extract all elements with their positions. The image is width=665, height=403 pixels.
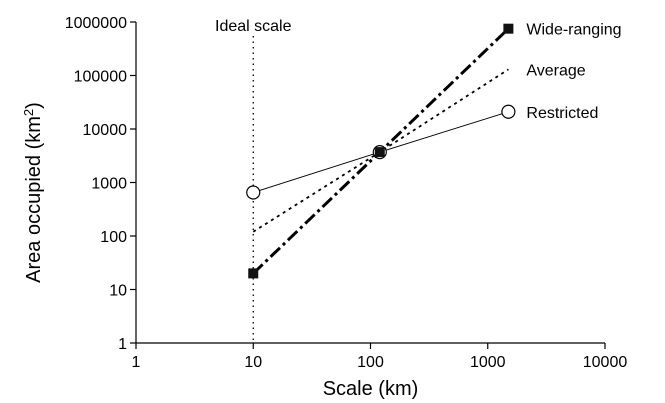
ticks: 1 10 100 1000 10000 1 10 100 1000 10000 100000 1000…	[65, 15, 628, 371]
series-label-wide-ranging: Wide-ranging	[526, 22, 621, 39]
y-tick-label: 1000000	[65, 15, 127, 32]
ideal-scale-label: Ideal scale	[215, 18, 292, 35]
y-tick-label: 1000	[91, 176, 127, 193]
y-axis-title-superscript: 2	[21, 109, 36, 116]
wide-ranging-point	[503, 23, 514, 34]
y-axis-title-main: Area occupied (km	[23, 116, 45, 283]
y-tick-label: 100	[100, 229, 127, 246]
x-tick-label: 1	[132, 354, 141, 371]
y-tick-label: 1	[118, 336, 127, 353]
x-tick-label: 100	[357, 354, 384, 371]
x-tick-label: 10000	[583, 354, 628, 371]
y-tick-label: 100000	[74, 69, 127, 86]
y-axis-title-close: )	[23, 102, 45, 109]
x-tick-label: 10	[244, 354, 262, 371]
y-axis-title: Area occupied (km2)	[21, 102, 46, 283]
series-label-average: Average	[526, 62, 585, 79]
y-tick-label: 10	[109, 283, 127, 300]
series-group	[246, 23, 516, 279]
series-label-restricted: Restricted	[526, 105, 598, 122]
y-tick-label: 10000	[83, 122, 128, 139]
ideal-scale-group: Ideal scale	[215, 18, 292, 343]
restricted-point	[501, 104, 516, 119]
x-axis-title: Scale (km)	[323, 378, 419, 400]
x-tick-label: 1000	[470, 354, 506, 371]
series-labels: Wide-ranging Average Restricted	[526, 22, 621, 122]
wide-ranging-point	[374, 147, 385, 158]
restricted-point	[246, 185, 261, 200]
wide-ranging-point	[248, 268, 259, 279]
